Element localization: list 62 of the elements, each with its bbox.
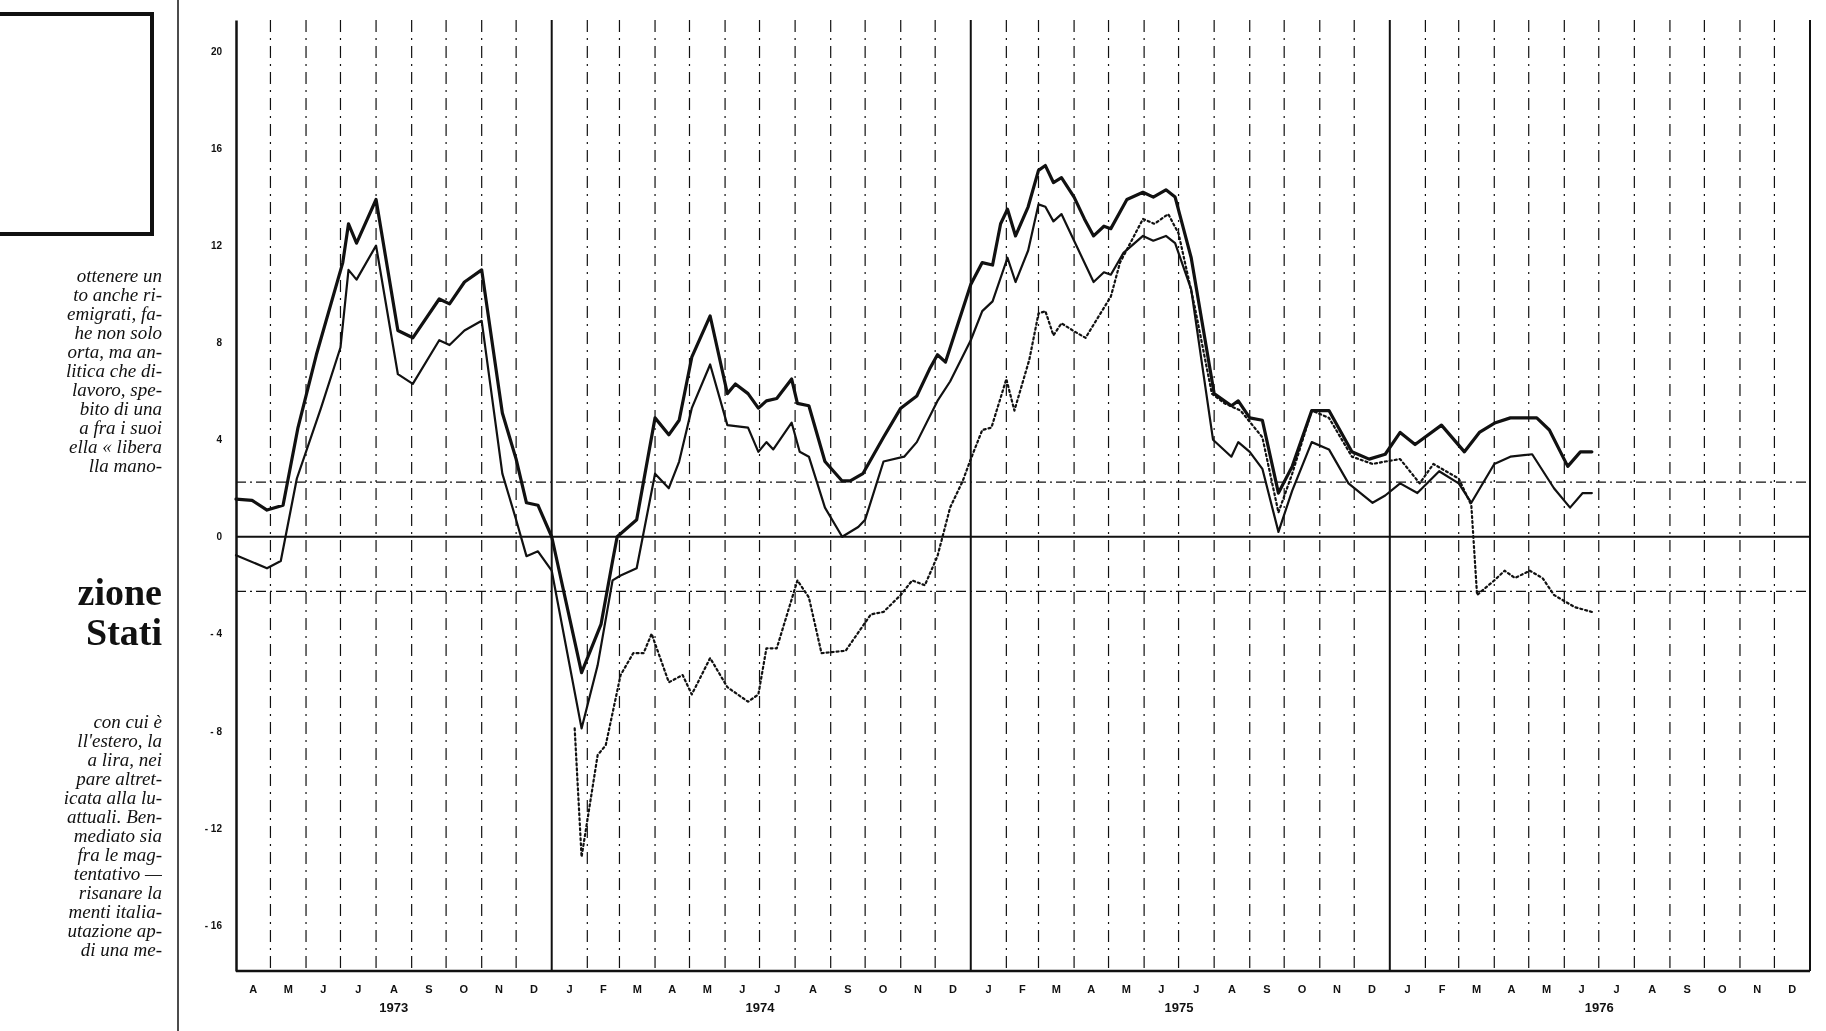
text: M <box>632 983 642 995</box>
text: O <box>1297 983 1307 995</box>
text: N <box>913 983 922 995</box>
y-tick-label: - 12 <box>204 822 223 834</box>
text: A <box>1227 983 1236 995</box>
text: J <box>355 983 362 995</box>
text: A <box>249 983 258 995</box>
text: S <box>844 983 852 995</box>
text: F <box>1019 983 1027 995</box>
text: J <box>1193 983 1200 995</box>
y-tick-label: 20 <box>210 46 223 58</box>
text: con cui è ll'estero, la a lira, nei pare altret- icata alla lu- attuali. Ben- mediato sia fra le mag- tentativo — risanare la menti italia- utazione ap- di una me- <box>63 711 162 960</box>
y-tick-label: 12 <box>210 240 223 252</box>
text: D <box>1788 983 1797 995</box>
text: O <box>1717 983 1727 995</box>
text: M <box>283 983 293 995</box>
y-tick-label: 4 <box>216 434 223 446</box>
text: M <box>1121 983 1131 995</box>
text: zione Stati <box>77 571 162 653</box>
x-tick-label: 1975 <box>1164 1000 1194 1016</box>
text: N <box>1333 983 1342 995</box>
text: J <box>1578 983 1585 995</box>
text: O <box>459 983 469 995</box>
text: M <box>1471 983 1482 995</box>
text: D <box>529 983 538 995</box>
y-tick-label: - 4 <box>210 628 223 640</box>
text: A <box>808 983 817 995</box>
text: J <box>985 983 992 995</box>
text: M <box>1541 983 1552 995</box>
text: O <box>878 983 888 995</box>
text: J <box>1158 983 1165 995</box>
text: M <box>702 983 712 995</box>
text: A <box>1087 983 1096 995</box>
text: S <box>1683 983 1691 995</box>
text: M <box>1051 983 1061 995</box>
text: A <box>389 983 398 995</box>
text: F <box>1438 983 1446 995</box>
text: J <box>1404 983 1411 995</box>
text: S <box>425 983 433 995</box>
text: J <box>566 983 573 995</box>
y-tick-label: - 8 <box>210 725 223 737</box>
y-tick-label: 0 <box>216 531 223 543</box>
text: A <box>668 983 677 995</box>
y-tick-label: 8 <box>216 337 223 349</box>
x-tick-label: 1974 <box>745 1000 776 1016</box>
text: J <box>739 983 746 995</box>
x-tick-label: 1976 <box>1584 1000 1614 1016</box>
text: J <box>1613 983 1620 995</box>
text: J <box>774 983 781 995</box>
text: S <box>1263 983 1271 995</box>
text: A <box>1507 983 1516 995</box>
text: D <box>948 983 957 995</box>
text: D <box>1368 983 1377 995</box>
text: J <box>320 983 327 995</box>
text: F <box>600 983 608 995</box>
text: A <box>1648 983 1657 995</box>
text: ottenere un to anche ri- emigrati, fa- he non solo orta, ma an- litica che di- lavoro, spe- bito di una a fra i suoi ella « libera lla mano- <box>65 265 162 476</box>
text: N <box>494 983 503 995</box>
text: N <box>1753 983 1762 995</box>
x-tick-label: 1973 <box>379 1000 409 1016</box>
y-tick-label: 16 <box>210 143 223 155</box>
y-tick-label: - 16 <box>204 919 223 931</box>
